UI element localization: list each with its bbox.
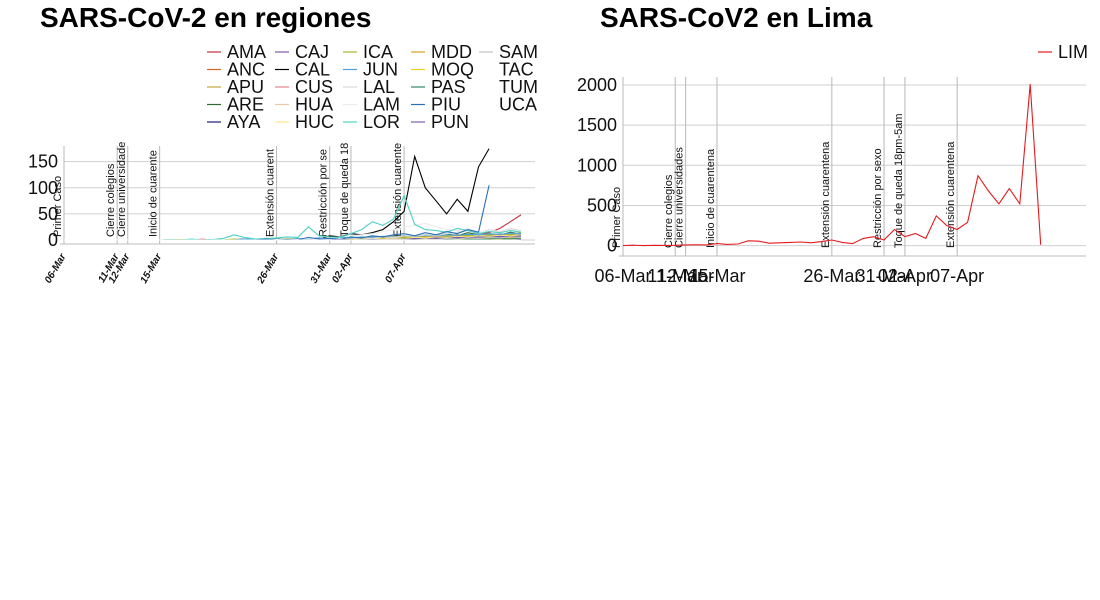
legend-label-moq: MOQ [431, 60, 474, 80]
chart-regiones: 0 50 100 150 Primer Caso Cierre colegiosCierr… [28, 42, 538, 286]
x-tick-label: 07-Apr [383, 251, 409, 285]
legend-label-lam: LAM [363, 95, 400, 115]
x-tick-label: 26-Mar [803, 266, 860, 286]
event-label: Restricción por sexo [872, 148, 884, 248]
legend-label-lal: LAL [363, 77, 395, 97]
legend-label-cus: CUS [295, 77, 333, 97]
legend-label-caj: CAJ [295, 42, 329, 62]
legend-label-are: ARE [227, 95, 264, 115]
event-label: Cierre colegios [105, 163, 117, 237]
legend-label-huc: HUC [295, 112, 334, 132]
event-label: Toque de queda 18pm-5am [893, 113, 905, 248]
y-tick-label: 0 [607, 236, 617, 256]
legend-label-ama: AMA [227, 42, 266, 62]
legend-label-lor: LOR [363, 112, 400, 132]
x-tick-label: 06-Mar [594, 266, 651, 286]
legend-label-pas: PAS [431, 77, 466, 97]
y-tick-label: 150 [28, 152, 58, 172]
y-tick-label: 1500 [577, 115, 617, 135]
event-label: Primer Caso [52, 176, 64, 237]
legend-label-uca: UCA [499, 95, 537, 115]
event-label: Extensión cuarentena [945, 141, 957, 248]
y-tick-label: 1000 [577, 155, 617, 175]
legend-label-cal: CAL [295, 60, 330, 80]
chart-lima: 0 500 1000 1500 2000 Primer Caso Cierre colegi… [577, 42, 1088, 286]
x-tick-label: 11-Mar [647, 266, 703, 286]
legend-label-anc: ANC [227, 60, 265, 80]
x-tick-label: 15-Mar [688, 266, 745, 286]
series-line-lim [622, 84, 1042, 247]
chart-title-lima: SARS-CoV2 en Lima [600, 2, 873, 33]
event-label: Cierre colegios [663, 174, 675, 248]
event-label: Inicio de cuarente [148, 150, 160, 237]
chart-title-regiones: SARS-CoV-2 en regiones [40, 2, 372, 33]
event-label: Extensión cuarentena [820, 141, 832, 248]
legend-label-sam: SAM [499, 42, 538, 62]
series-line-ama [64, 214, 522, 241]
x-tick-label: 06-Mar [43, 251, 69, 285]
event-label: Toque de queda 18 [339, 143, 351, 237]
y-tick-label: 50 [38, 204, 58, 224]
legend-label-lim: LIM [1058, 42, 1088, 62]
y-tick-label: 500 [587, 195, 617, 215]
x-tick-label: 31-Mar [856, 266, 913, 286]
legend-label-ica: ICA [363, 42, 393, 62]
y-tick-label: 2000 [577, 75, 617, 95]
y-tick-label: 100 [28, 178, 58, 198]
x-tick-label: 02-Apr [878, 266, 932, 286]
x-tick-label: 15-Mar [139, 251, 165, 285]
event-label: Cierre universidade [116, 142, 128, 237]
legend-label-tac: TAC [499, 60, 534, 80]
event-label: Extensión cuarent [265, 149, 277, 237]
event-label: Cierre universidades [674, 147, 686, 248]
x-tick-label: 12-Mar [657, 266, 714, 286]
legend-label-mdd: MDD [431, 42, 472, 62]
x-tick-label: 07-Apr [930, 266, 984, 286]
event-label: Extensión cuarente [392, 143, 404, 237]
legend-label-pun: PUN [431, 112, 469, 132]
event-label: Inicio de cuarentena [705, 148, 717, 248]
y-tick-label: 0 [48, 230, 58, 250]
event-label: Restricción por se [318, 149, 330, 237]
legend-label-tum: TUM [499, 77, 538, 97]
legend-label-apu: APU [227, 77, 264, 97]
legend-label-aya: AYA [227, 112, 260, 132]
x-tick-label: 26-Mar [255, 251, 282, 286]
legend-label-jun: JUN [363, 60, 398, 80]
event-label: Primer Caso [611, 187, 623, 248]
x-tick-label: 02-Apr [330, 251, 356, 285]
legend-label-hua: HUA [295, 95, 333, 115]
legend-label-piu: PIU [431, 95, 461, 115]
